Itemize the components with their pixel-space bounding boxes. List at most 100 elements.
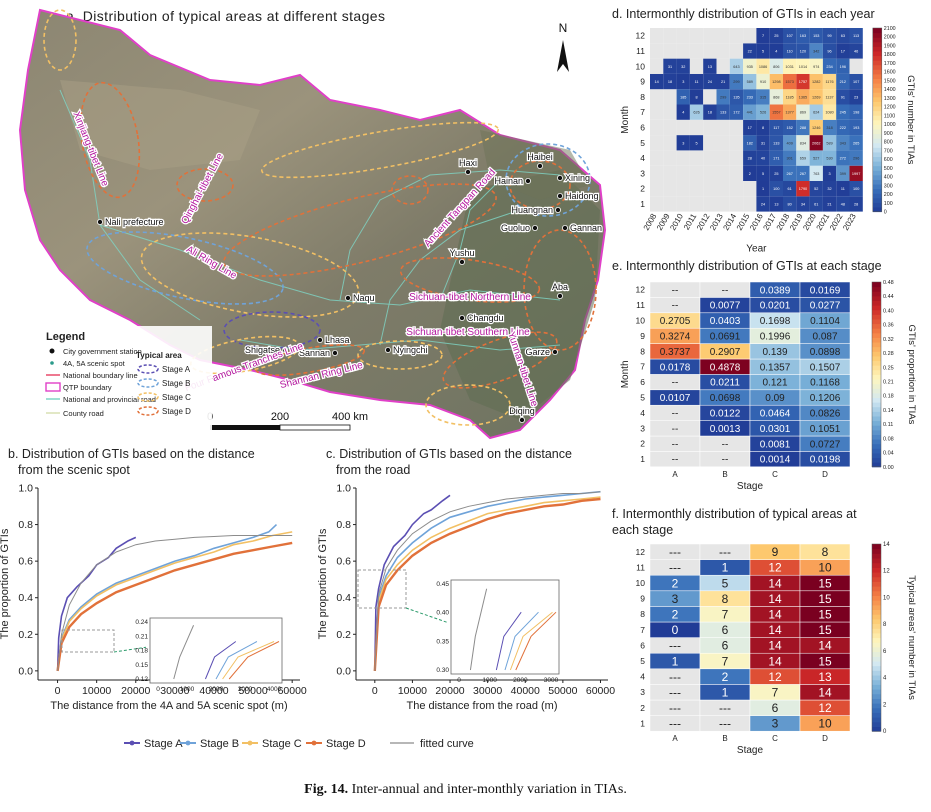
heatmap-cell: [663, 150, 677, 166]
colorbar-tick: 0.44: [883, 294, 894, 300]
heatmap-value: 0.0389: [760, 285, 791, 296]
colorbar-segment: [872, 309, 881, 315]
heatmap-cell: [809, 43, 823, 59]
heatmap-value: 245: [840, 111, 846, 115]
series-line-stage-d: [373, 497, 601, 671]
colorbar-segment: [872, 402, 881, 408]
heatmap-value: 12: [818, 701, 832, 715]
colorbar-segment: [872, 110, 882, 116]
heatmap-value: 399: [840, 172, 846, 176]
heatmap-value: 15: [818, 576, 832, 590]
colorbar-tick: 0.08: [883, 436, 894, 442]
x-tick-label: B: [722, 734, 727, 743]
heatmap-value: 14: [768, 608, 782, 622]
heatmap-value: 193: [853, 126, 859, 130]
heatmap-value: 5: [695, 141, 697, 145]
legend-typical-symbol: [137, 378, 159, 388]
inset-x-tick: 3000: [238, 686, 253, 693]
chart-title: from the scenic spot: [18, 463, 130, 477]
heatmap-value: 1790: [799, 187, 807, 191]
heatmap-value: 196: [840, 65, 846, 69]
heatmap-value: 1: [762, 187, 764, 191]
y-tick-label: 2: [640, 439, 645, 449]
y-axis-label: The proportion of GTIs: [0, 528, 11, 639]
colorbar-segment: [872, 174, 882, 180]
heatmap-value: 1246: [812, 126, 820, 130]
heatmap-value: 0.0727: [810, 439, 841, 450]
heatmap-value: 2: [722, 670, 729, 684]
colorbar-segment: [872, 360, 881, 366]
colorbar-segment: [872, 165, 882, 171]
city-marker: [316, 336, 323, 343]
heatmap-cell: [809, 89, 823, 105]
vegetation-patch: [480, 130, 590, 200]
heatmap-cell: [716, 181, 730, 197]
colorbar-segment: [872, 282, 881, 288]
colorbar-segment: [872, 383, 881, 389]
x-axis-label: The distance from the 4A and 5A scenic s…: [50, 700, 287, 712]
heatmap-value: 342: [813, 49, 819, 53]
colorbar-tick: 2: [883, 702, 887, 708]
heatmap-value: 15: [818, 623, 832, 637]
inset-series: [173, 625, 195, 680]
heatmap-value: 0.0014: [760, 455, 791, 466]
inset-series: [515, 611, 557, 671]
heatmap-value: 25: [774, 172, 778, 176]
heatmap-value: 7: [762, 34, 764, 38]
chart-title: e. Intermonthly distribution of GTIs at …: [612, 259, 882, 273]
colorbar-tick: 0.11: [883, 422, 893, 428]
heatmap-cell: [676, 165, 690, 181]
heatmap-cell: [703, 181, 717, 197]
heatmap-cell: [836, 135, 850, 151]
heatmap-cell: [729, 181, 744, 197]
colorbar-segment: [872, 425, 881, 431]
heatmap-value: 3: [682, 141, 684, 145]
colorbar-segment: [872, 558, 881, 564]
heatmap-cell: [650, 43, 664, 59]
x-tick-label: 30000: [473, 685, 502, 697]
heatmap-cell: [822, 43, 837, 59]
heatmap-value: 1377: [785, 111, 793, 115]
colorbar-segment: [872, 698, 881, 704]
heatmap-value: 34: [801, 202, 805, 206]
heatmap-value: 0.1996: [760, 332, 791, 343]
heatmap-value: 0.0201: [760, 301, 791, 312]
heatmap-cell: [663, 28, 677, 44]
heatmap-value: 1557: [772, 111, 780, 115]
city-label: Garze: [525, 347, 550, 357]
heatmap-value: 299: [720, 95, 726, 99]
colorbar-frame: [871, 281, 882, 468]
y-tick-label: 8: [640, 346, 645, 356]
heatmap-cell: [809, 58, 823, 74]
heatmap-value: 14: [655, 80, 659, 84]
heatmap-value: --: [672, 424, 679, 435]
inset-series: [504, 611, 539, 671]
heatmap-cell: [822, 28, 837, 44]
series-line-stage-c: [56, 531, 293, 671]
heatmap-cell: [676, 196, 690, 212]
colorbar-segment: [872, 462, 881, 468]
heatmap-value: 441: [747, 111, 753, 115]
heatmap-cell: [836, 43, 850, 59]
heatmap-value: 1282: [812, 80, 820, 84]
heatmap-cell: [716, 119, 730, 136]
heatmap-value: ---: [719, 717, 731, 731]
heatmap-cell: [703, 58, 717, 74]
heatmap-cell: [650, 135, 664, 151]
x-tick-label: 10000: [398, 685, 427, 697]
heatmap-value: 626: [693, 111, 699, 115]
inset-frame: [149, 617, 283, 684]
colorbar-segment: [872, 369, 881, 375]
x-tick-label: 60000: [586, 685, 615, 697]
x-tick-label: 40000: [199, 685, 228, 697]
heatmap-value: 6: [722, 623, 729, 637]
x-tick-label: D: [822, 734, 828, 743]
colorbar-segment: [872, 115, 882, 121]
heatmap-value: 315: [760, 95, 766, 99]
zoom-arrow: [405, 607, 448, 623]
y-tick-label: 7: [640, 362, 645, 372]
heatmap-cell: [822, 73, 837, 90]
heatmap-cell: [703, 89, 717, 105]
heatmap-value: 527: [813, 157, 819, 161]
city-marker: [552, 348, 559, 355]
